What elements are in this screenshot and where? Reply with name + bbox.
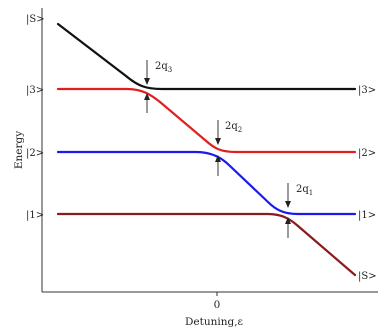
curve-2-to-1 [56,150,357,216]
label-left-2: |2> [26,148,44,159]
x-tick-label: 0 [214,299,221,311]
label-left-3: |3> [26,85,44,96]
curve-3-to-2 [56,87,357,154]
gap-q1-label: 2q1 [296,184,313,197]
curve-1-to-S [56,212,357,277]
curve-S-to-3 [56,22,357,91]
gap-q2-marker: 2q2 [215,120,242,176]
x-axis-title: Detuning,ε [185,316,243,328]
gap-q3-marker: 2q3 [144,60,172,113]
gap-q1-marker: 2q1 [285,183,313,238]
y-axis-title: Energy [13,131,25,169]
label-right-2: |2> [358,148,376,159]
label-right-1: |1> [358,210,376,221]
label-left-1: |1> [26,210,44,221]
label-right-S: |S> [358,271,377,282]
label-right-3: |3> [358,85,376,96]
gap-q3-label: 2q3 [155,61,172,74]
label-left-S: |S> [26,14,45,25]
gap-q2-label: 2q2 [225,121,242,134]
